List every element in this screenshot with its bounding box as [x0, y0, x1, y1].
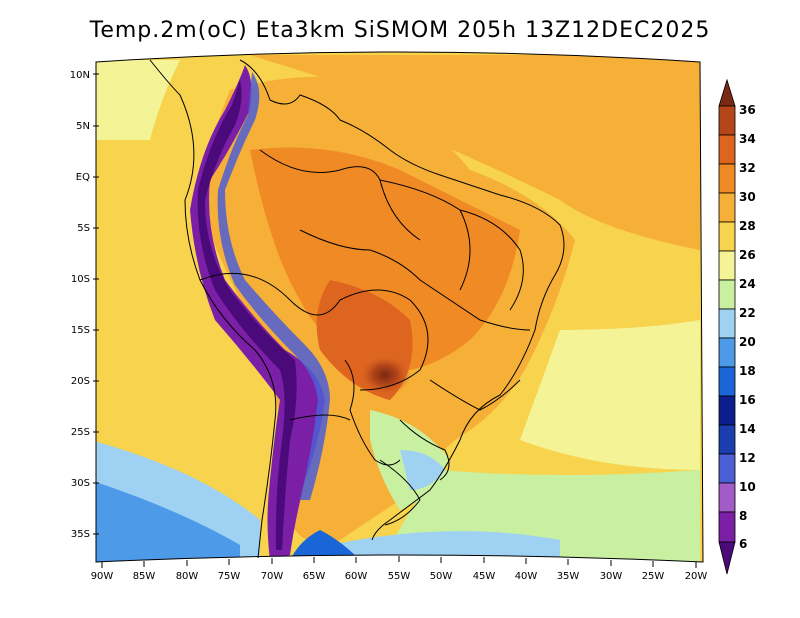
colorbar-swatch: [718, 250, 736, 281]
lat-label-eq: EQ: [76, 172, 90, 183]
lon-label-90w: 90W: [91, 571, 114, 582]
colorbar-swatch: [718, 105, 736, 136]
colorbar-label: 22: [739, 306, 756, 320]
lon-label-80w: 80W: [176, 571, 199, 582]
colorbar-labels: 6 8 10 12 14 16 18 20 22 24 26 28 30 32 …: [739, 103, 756, 551]
lat-label-5n: 5N: [76, 121, 90, 132]
colorbar-swatch: [718, 511, 736, 543]
colorbar-label: 28: [739, 219, 756, 233]
colorbar-cap-bottom: [718, 541, 736, 575]
lat-label-5s: 5S: [77, 223, 90, 234]
lon-label-55w: 55W: [388, 571, 411, 582]
colorbar-swatch: [718, 308, 736, 339]
lat-label-35s: 35S: [71, 529, 90, 540]
lat-label-25s: 25S: [71, 427, 90, 438]
lat-label-30s: 30S: [71, 478, 90, 489]
colorbar-swatch: [718, 482, 736, 513]
colorbar-label: 30: [739, 190, 756, 204]
lon-label-65w: 65W: [303, 571, 326, 582]
lon-label-50w: 50W: [430, 571, 453, 582]
colorbar-label: 16: [739, 393, 756, 407]
colorbar-label: 24: [739, 277, 756, 291]
colorbar: [718, 78, 736, 575]
colorbar-label: 10: [739, 480, 756, 494]
lon-label-60w: 60W: [345, 571, 368, 582]
lon-label-20w: 20W: [685, 571, 708, 582]
latitude-ticks: 10N 5N EQ 5S 10S 15S 20S 25S 30S 35S: [70, 70, 99, 540]
colorbar-label: 32: [739, 161, 756, 175]
lon-label-70w: 70W: [261, 571, 284, 582]
colorbar-cap-top: [718, 78, 736, 107]
lat-label-15s: 15S: [71, 325, 90, 336]
colorbar-label: 12: [739, 451, 756, 465]
colorbar-swatch: [718, 366, 736, 397]
lon-label-25w: 25W: [642, 571, 665, 582]
colorbar-label: 34: [739, 132, 756, 146]
colorbar-label: 20: [739, 335, 756, 349]
colorbar-swatch: [718, 424, 736, 455]
colorbar-swatch: [718, 134, 736, 165]
lon-label-85w: 85W: [133, 571, 156, 582]
colorbar-label: 6: [739, 537, 747, 551]
lon-label-45w: 45W: [473, 571, 496, 582]
lon-label-30w: 30W: [600, 571, 623, 582]
colorbar-swatch: [718, 279, 736, 310]
lon-label-35w: 35W: [557, 571, 580, 582]
colorbar-swatch: [718, 192, 736, 223]
colorbar-swatch: [718, 163, 736, 194]
andes-cold-band: [190, 65, 325, 560]
colorbar-swatch: [718, 453, 736, 484]
colorbar-swatch: [718, 395, 736, 426]
lat-label-10n: 10N: [70, 70, 90, 81]
colorbar-label: 26: [739, 248, 756, 262]
map-frame: [95, 51, 704, 563]
colorbar-label: 14: [739, 422, 756, 436]
lon-label-75w: 75W: [218, 571, 241, 582]
lon-label-40w: 40W: [515, 571, 538, 582]
colorbar-label: 36: [739, 103, 756, 117]
map-title: Temp.2m(oC) Eta3km SiSMOM 205h 13Z12DEC2…: [89, 18, 711, 43]
lat-label-10s: 10S: [71, 274, 90, 285]
temperature-field: [96, 52, 703, 562]
lat-label-20s: 20S: [71, 376, 90, 387]
colorbar-label: 18: [739, 364, 756, 378]
country-boundaries: [149, 59, 565, 559]
colorbar-swatch: [718, 337, 736, 368]
longitude-ticks: 90W 85W 80W 75W 70W 65W 60W 55W 50W 45W …: [91, 556, 708, 582]
colorbar-swatch: [718, 221, 736, 252]
colorbar-label: 8: [739, 509, 747, 523]
